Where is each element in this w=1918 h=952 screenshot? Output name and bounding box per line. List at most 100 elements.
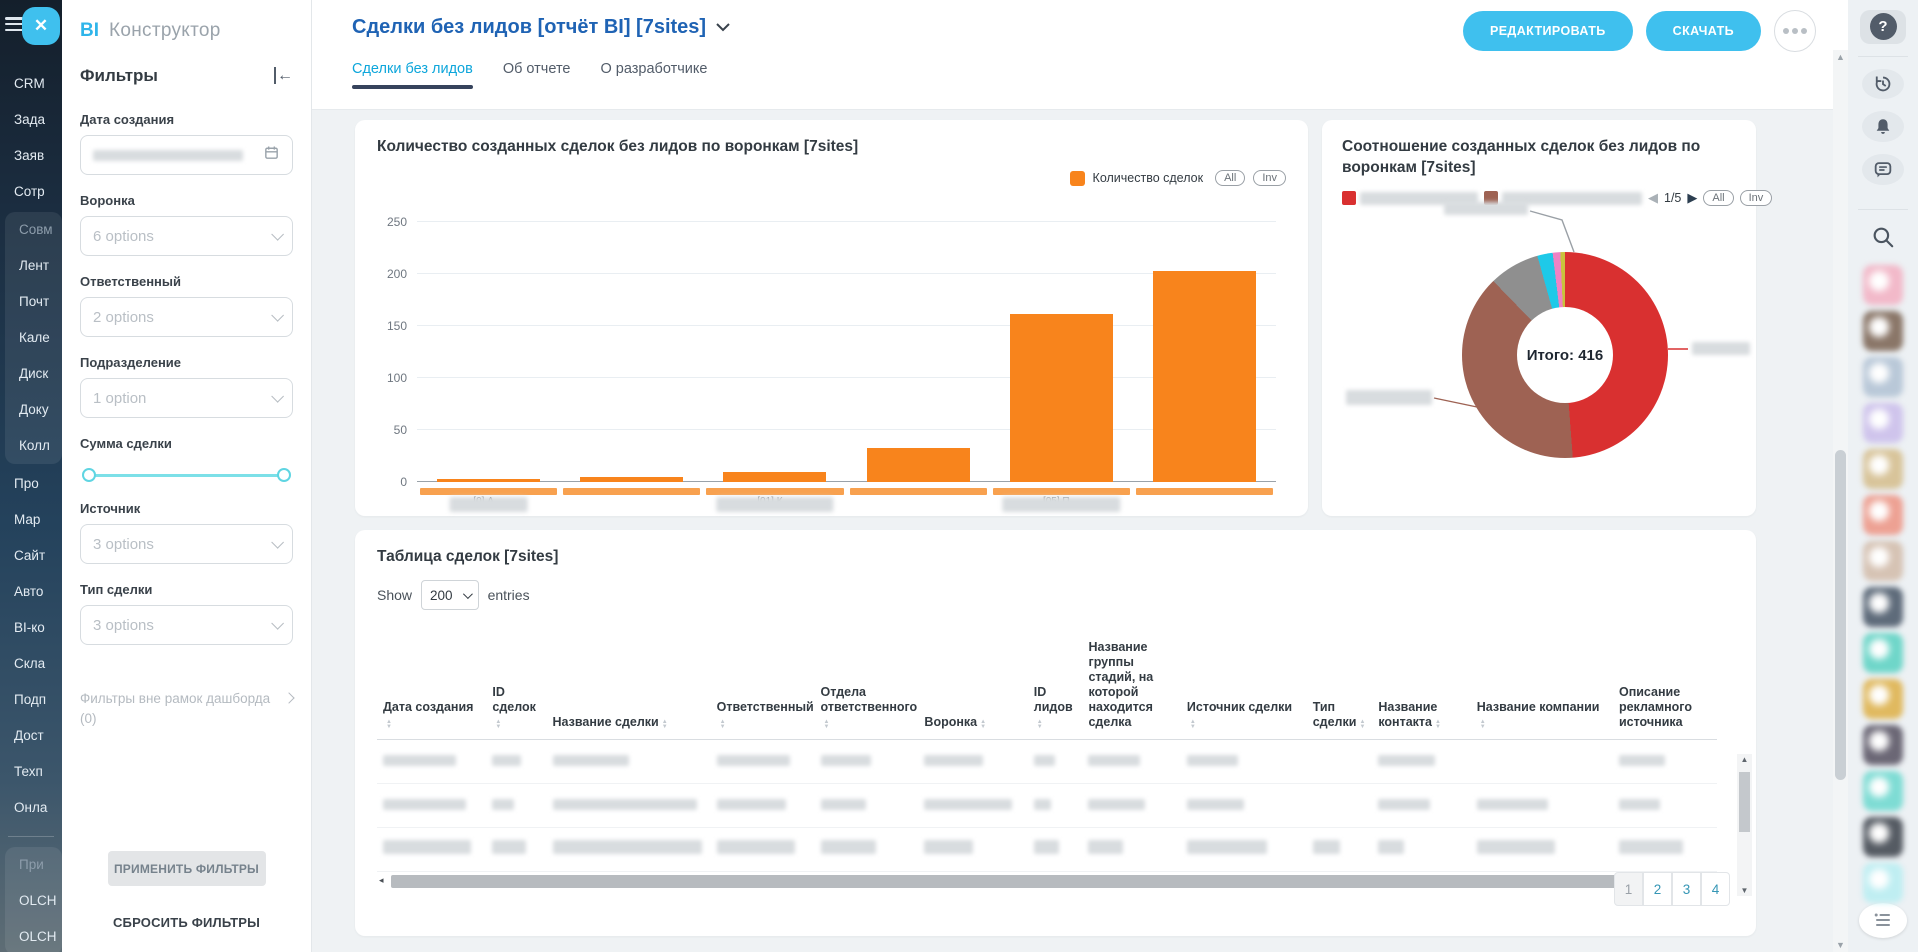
- sidebar-item-про[interactable]: Про: [14, 476, 39, 491]
- sidebar-item-подп[interactable]: Подп: [14, 692, 47, 707]
- deal-type-select[interactable]: 3 options: [80, 605, 293, 645]
- column-header-3[interactable]: Ответственный ▲ ▼: [710, 636, 815, 740]
- table-row[interactable]: [377, 739, 1717, 784]
- pager-next-icon[interactable]: ▶: [1687, 190, 1698, 205]
- slider-handle-min[interactable]: [82, 468, 96, 482]
- sidebar-item-кале[interactable]: Кале: [19, 330, 50, 345]
- column-header-1[interactable]: ID сделок ▲ ▼: [486, 636, 547, 740]
- reset-filters-button[interactable]: СБРОСИТЬ ФИЛЬТРЫ: [112, 915, 261, 930]
- sidebar-item-дост[interactable]: Дост: [14, 728, 44, 743]
- scrollbar-thumb[interactable]: [391, 875, 1621, 888]
- sidebar-item-сайт[interactable]: Сайт: [14, 548, 46, 563]
- page-button-1[interactable]: 1: [1614, 872, 1643, 906]
- legend-all-button[interactable]: All: [1703, 190, 1734, 206]
- bar-1[interactable]: [580, 476, 684, 482]
- page-button-3[interactable]: 3: [1672, 872, 1701, 906]
- avatar[interactable]: [1863, 770, 1903, 811]
- scroll-down-icon[interactable]: ▼: [1836, 940, 1845, 950]
- scrollbar-thumb[interactable]: [1739, 772, 1750, 832]
- sidebar-item-olch[interactable]: OLCH: [19, 893, 57, 908]
- scroll-down-icon[interactable]: ▼: [1740, 886, 1749, 895]
- page-title[interactable]: Сделки без лидов [отчёт BI] [7sites]: [352, 16, 707, 38]
- messenger-button[interactable]: [1862, 154, 1904, 186]
- search-button[interactable]: [1870, 224, 1896, 255]
- column-header-2[interactable]: Название сделки ▲ ▼: [546, 636, 711, 740]
- column-header-4[interactable]: Отдела ответственного ▲ ▼: [814, 636, 919, 740]
- sort-icon[interactable]: ▲ ▼: [823, 719, 830, 730]
- sidebar-item-зада[interactable]: Зада: [14, 112, 46, 127]
- sidebar-item-техп[interactable]: Техп: [14, 764, 43, 779]
- page-button-2[interactable]: 2: [1643, 872, 1672, 906]
- sidebar-item-crm[interactable]: CRM: [14, 76, 45, 91]
- tab-deals-without-leads[interactable]: Сделки без лидов: [352, 61, 473, 89]
- bar-2[interactable]: [723, 471, 827, 482]
- sidebar-item-заяв[interactable]: Заяв: [14, 148, 45, 163]
- sort-icon[interactable]: ▲ ▼: [495, 719, 502, 730]
- amount-range-slider[interactable]: [82, 467, 291, 483]
- sidebar-item-совм[interactable]: Совм: [19, 222, 53, 237]
- bar-0[interactable]: [437, 478, 541, 482]
- funnel-select[interactable]: 6 options: [80, 216, 293, 256]
- pager-prev-icon[interactable]: ◀: [1648, 190, 1658, 205]
- sort-icon[interactable]: ▲ ▼: [1479, 719, 1486, 730]
- collapse-panel-icon[interactable]: ←: [274, 67, 293, 85]
- page-size-select[interactable]: 200: [421, 580, 479, 610]
- scrollbar-thumb[interactable]: [1835, 450, 1846, 780]
- column-header-11[interactable]: Название компании ▲ ▼: [1470, 636, 1613, 740]
- hamburger-menu-icon[interactable]: [5, 17, 23, 31]
- scroll-up-icon[interactable]: ▲: [1836, 52, 1845, 62]
- table-row[interactable]: [377, 827, 1717, 872]
- bar-3[interactable]: [866, 447, 970, 482]
- more-options-button[interactable]: [1774, 10, 1816, 52]
- sidebar-item-лент[interactable]: Лент: [19, 258, 50, 273]
- legend-all-button[interactable]: All: [1215, 170, 1246, 186]
- column-header-0[interactable]: Дата создания ▲ ▼: [377, 636, 487, 740]
- donut-legend-item[interactable]: [1484, 191, 1642, 205]
- column-header-9[interactable]: Тип сделки ▲ ▼: [1306, 636, 1373, 740]
- sidebar-item-olch[interactable]: OLCH: [19, 929, 57, 944]
- sidebar-item-при[interactable]: При: [19, 857, 44, 872]
- sidebar-item-авто[interactable]: Авто: [14, 584, 44, 599]
- sort-icon[interactable]: ▲ ▼: [1359, 719, 1366, 730]
- avatar[interactable]: [1863, 724, 1903, 765]
- sort-icon[interactable]: ▲ ▼: [719, 719, 726, 730]
- sort-icon[interactable]: ▲ ▼: [386, 719, 392, 730]
- responsible-select[interactable]: 2 options: [80, 297, 293, 337]
- sidebar-item-мар[interactable]: Мар: [14, 512, 41, 527]
- avatar[interactable]: [1863, 264, 1903, 305]
- sort-icon[interactable]: ▲ ▼: [1036, 719, 1043, 730]
- avatar[interactable]: [1863, 494, 1903, 535]
- outer-filters-toggle[interactable]: Фильтры вне рамок дашборда (0): [80, 689, 295, 729]
- column-header-12[interactable]: Описание рекламного источника: [1612, 636, 1717, 740]
- avatar[interactable]: [1863, 586, 1903, 627]
- column-header-7[interactable]: Название группы стадий, на которой наход…: [1082, 636, 1181, 740]
- title-dropdown-icon[interactable]: [716, 19, 730, 37]
- scroll-left-icon[interactable]: ◂: [379, 875, 384, 885]
- sidebar-item-сотр[interactable]: Сотр: [14, 184, 45, 199]
- scroll-up-icon[interactable]: ▲: [1740, 755, 1749, 764]
- page-scrollbar[interactable]: ▲ ▼: [1833, 50, 1848, 952]
- column-header-5[interactable]: Воронка ▲ ▼: [918, 636, 1028, 740]
- legend-inv-button[interactable]: Inv: [1739, 190, 1773, 206]
- sidebar-item-bi-ко[interactable]: BI-ко: [14, 620, 45, 635]
- sidebar-item-онла[interactable]: Онла: [14, 800, 48, 815]
- sidebar-item-доку[interactable]: Доку: [19, 402, 49, 417]
- source-select[interactable]: 3 options: [80, 524, 293, 564]
- donut-legend-item[interactable]: [1342, 191, 1478, 205]
- sort-icon[interactable]: ▲ ▼: [661, 719, 668, 730]
- avatar[interactable]: [1863, 402, 1903, 443]
- slider-handle-max[interactable]: [277, 468, 291, 482]
- edit-button[interactable]: РЕДАКТИРОВАТЬ: [1462, 11, 1633, 51]
- assistant-close-button[interactable]: ✕: [22, 7, 60, 45]
- department-select[interactable]: 1 option: [80, 378, 293, 418]
- history-button[interactable]: [1862, 68, 1904, 100]
- column-header-10[interactable]: Название контакта ▲ ▼: [1372, 636, 1471, 740]
- task-list-button[interactable]: [1859, 902, 1907, 939]
- avatar[interactable]: [1863, 678, 1903, 719]
- sidebar-item-диск[interactable]: Диск: [19, 366, 49, 381]
- download-button[interactable]: СКАЧАТЬ: [1645, 11, 1761, 51]
- sidebar-item-колл[interactable]: Колл: [19, 438, 50, 453]
- bar-5[interactable]: [1152, 270, 1256, 482]
- sort-icon[interactable]: ▲ ▼: [1189, 719, 1196, 730]
- avatar[interactable]: [1863, 632, 1903, 673]
